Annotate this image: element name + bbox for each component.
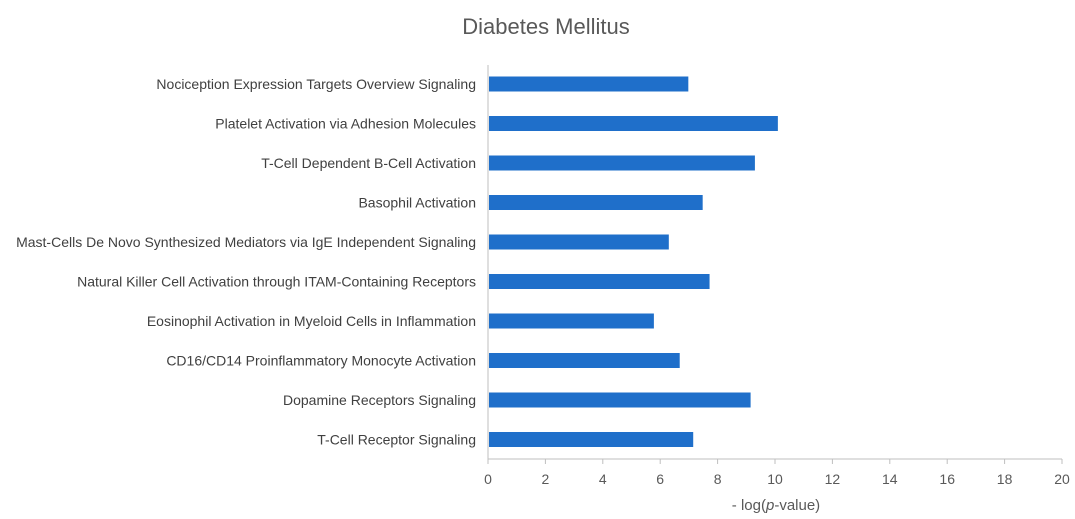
category-label: Natural Killer Cell Activation through I… — [77, 274, 476, 290]
category-label: CD16/CD14 Proinflammatory Monocyte Activ… — [166, 353, 476, 369]
x-tick-label: 6 — [656, 471, 664, 487]
x-tick-label: 4 — [599, 471, 607, 487]
x-axis-ticks: 0 2 4 6 8 10 12 14 16 18 20 — [484, 459, 1070, 487]
x-axis-title-italic: p — [765, 497, 774, 514]
category-label: T-Cell Receptor Signaling — [317, 432, 476, 448]
x-tick-label: 20 — [1054, 471, 1070, 487]
category-label: Nociception Expression Targets Overview … — [156, 76, 476, 92]
bar — [489, 274, 710, 289]
x-axis-title-suffix: -value) — [774, 497, 820, 514]
bar — [489, 195, 703, 210]
x-axis-title-prefix: - log( — [732, 497, 766, 514]
bars-group — [489, 76, 778, 447]
bar — [489, 353, 680, 368]
bar — [489, 116, 778, 131]
x-tick-label: 14 — [882, 471, 898, 487]
category-label: Mast-Cells De Novo Synthesized Mediators… — [16, 234, 476, 250]
x-tick-label: 16 — [939, 471, 955, 487]
x-tick-label: 18 — [997, 471, 1013, 487]
category-label: Eosinophil Activation in Myeloid Cells i… — [147, 313, 476, 329]
category-labels: Nociception Expression Targets Overview … — [16, 76, 476, 448]
bar — [489, 234, 669, 250]
bar — [489, 432, 694, 447]
x-tick-label: 2 — [542, 471, 550, 487]
bar — [489, 155, 755, 171]
category-label: Platelet Activation via Adhesion Molecul… — [215, 116, 476, 132]
category-label: T-Cell Dependent B-Cell Activation — [261, 155, 476, 171]
x-tick-label: 12 — [825, 471, 841, 487]
bar — [489, 76, 689, 92]
x-tick-label: 0 — [484, 471, 492, 487]
x-axis-title: - log(p-value) — [732, 497, 820, 514]
bar — [489, 392, 751, 408]
category-label: Dopamine Receptors Signaling — [283, 392, 476, 408]
bar — [489, 313, 654, 329]
category-label: Basophil Activation — [358, 195, 476, 211]
x-tick-label: 8 — [714, 471, 722, 487]
chart-title: Diabetes Mellitus — [462, 14, 630, 39]
x-tick-label: 10 — [767, 471, 783, 487]
